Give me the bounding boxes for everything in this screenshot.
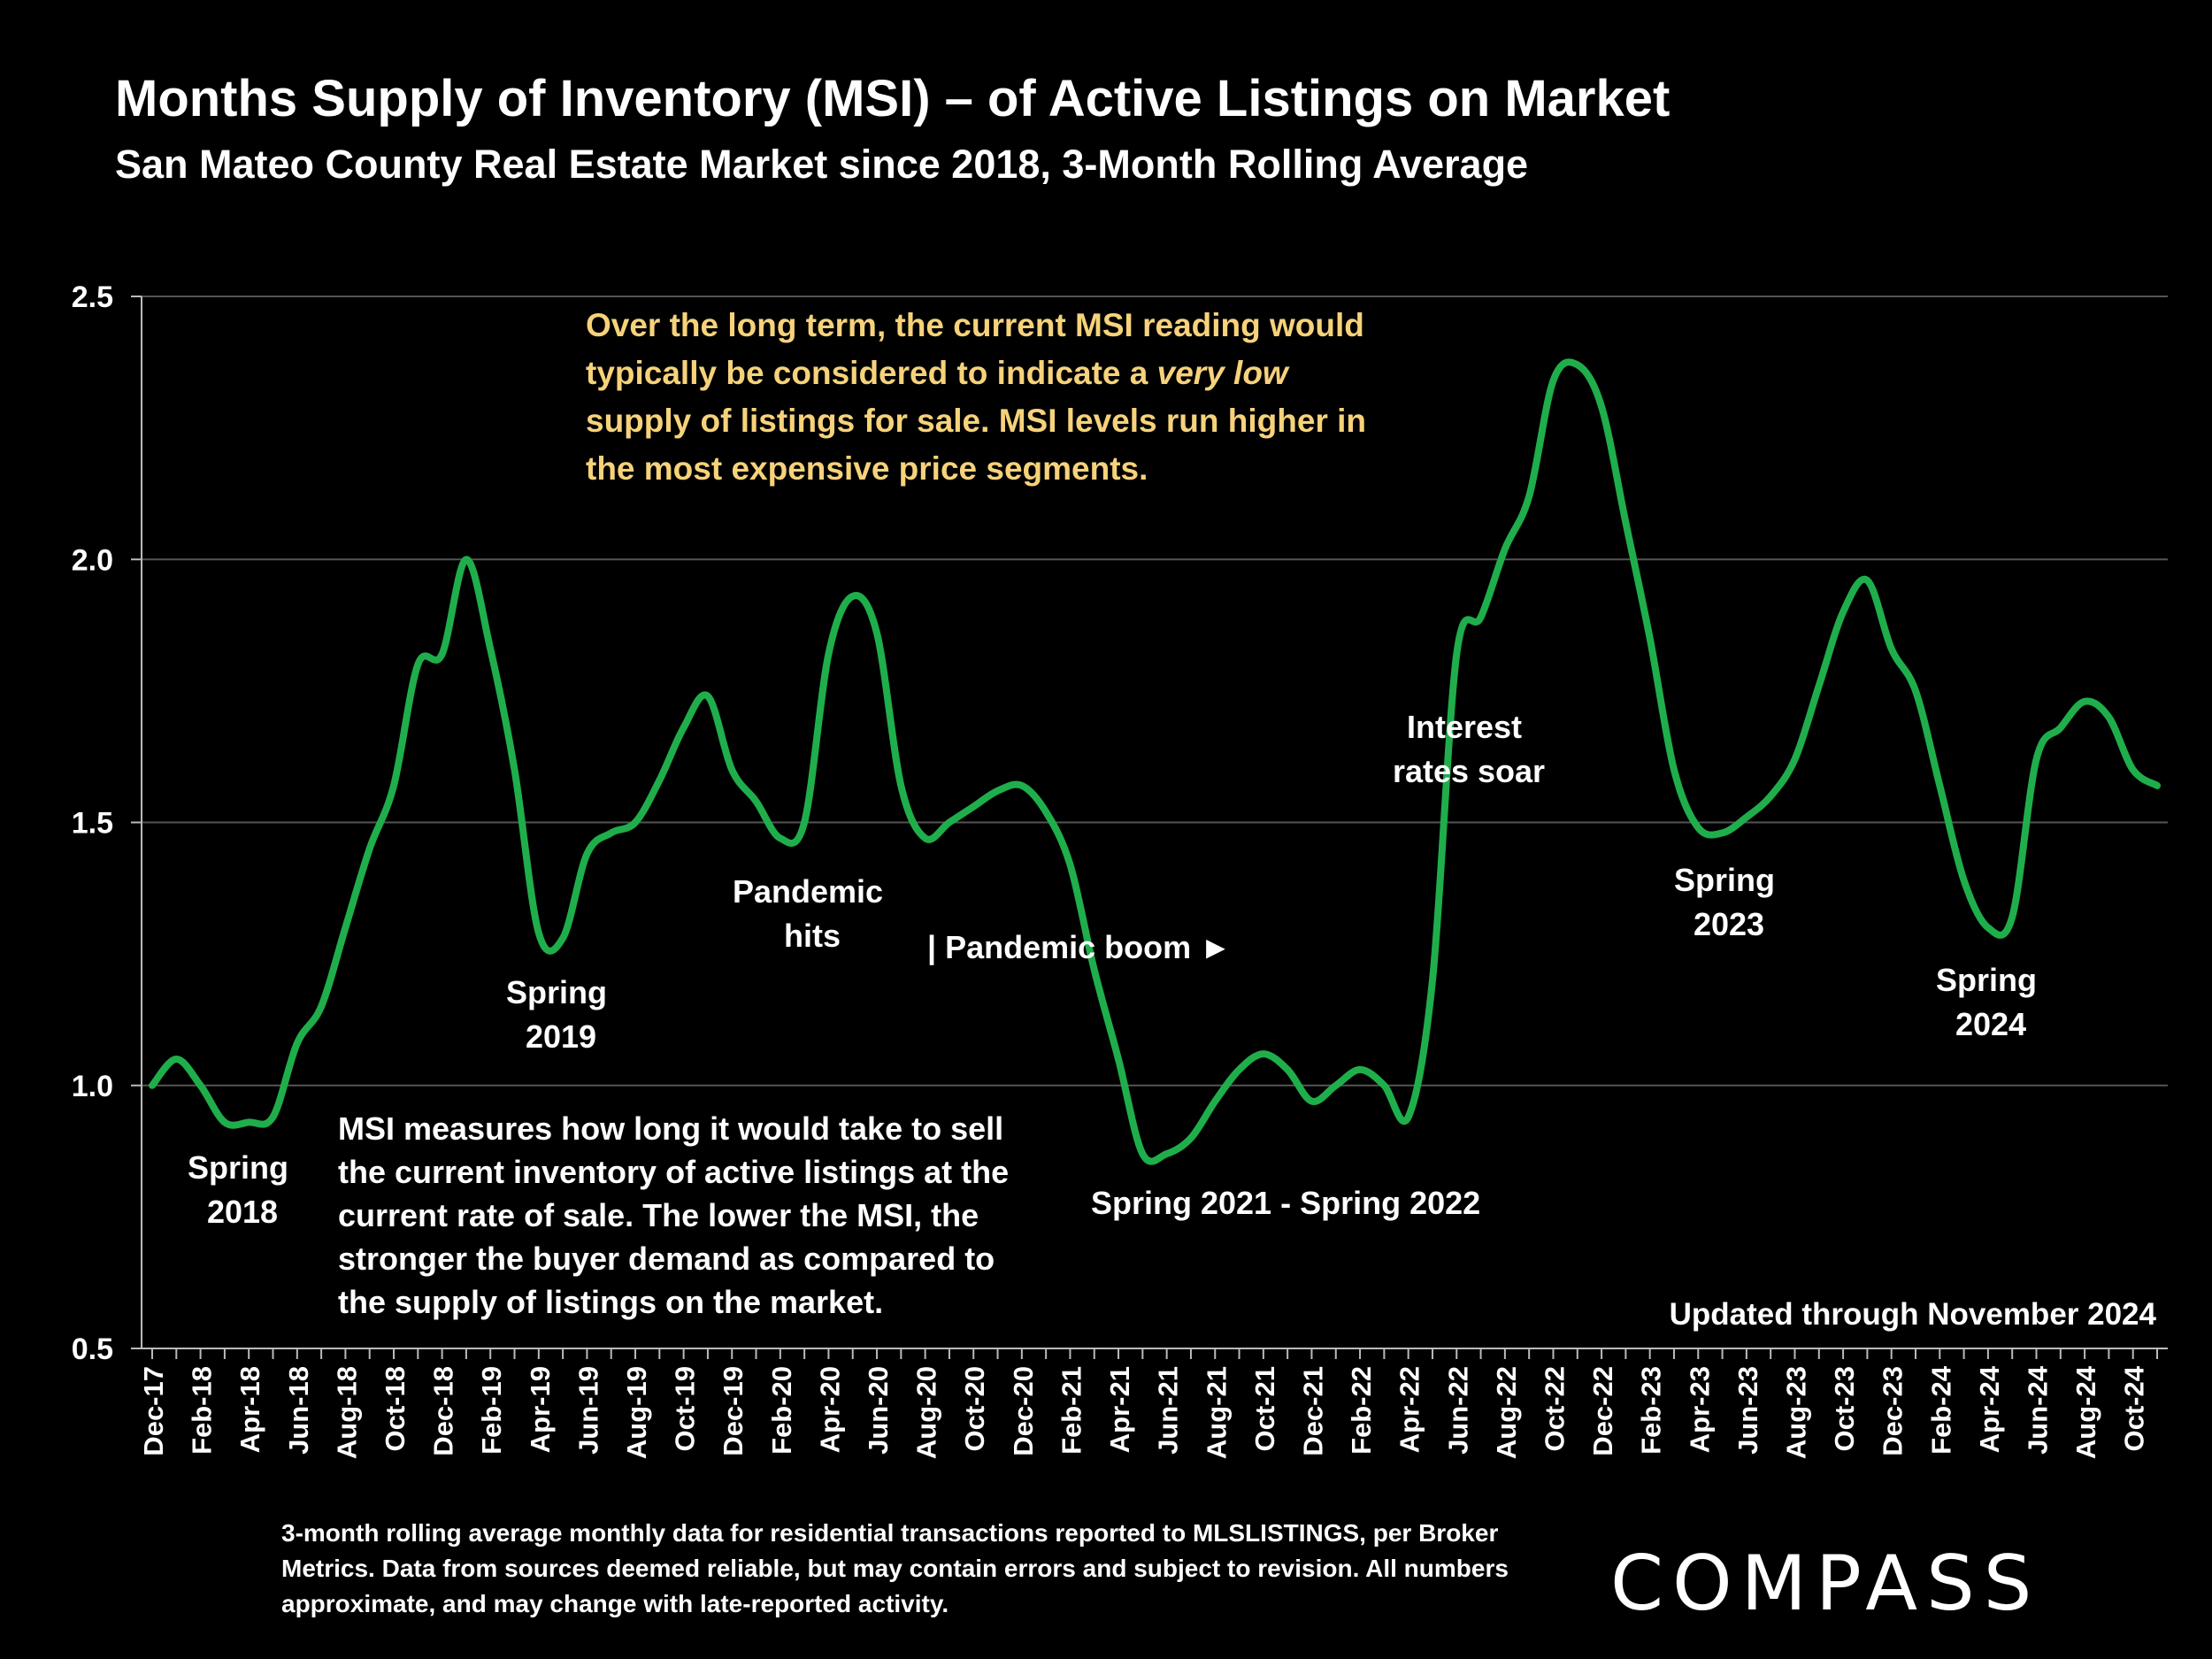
compass-logo: COMPASS <box>1610 1540 2041 1628</box>
series-layer <box>149 358 2161 1165</box>
x-tick-label: Jun-20 <box>863 1366 894 1455</box>
annotation-spring-2021-2022: Spring 2021 - Spring 2022 <box>1091 1185 1480 1221</box>
x-tick-label: Dec-17 <box>138 1366 169 1456</box>
x-tick-label: Aug-21 <box>1201 1366 1232 1459</box>
x-tick-label: Dec-23 <box>1878 1366 1909 1456</box>
y-tick-labels: 0.5 1.0 1.5 2.0 2.5 <box>72 280 113 1366</box>
annotation-spring-2023: Spring 2023 <box>1674 862 1784 942</box>
x-tick-label: Feb-24 <box>1925 1365 1956 1455</box>
source-footnote: 3-month rolling average monthly data for… <box>281 1519 1509 1617</box>
x-tick-label: Feb-20 <box>766 1366 797 1455</box>
x-tick-label: Feb-19 <box>476 1366 507 1455</box>
msi-series-line <box>149 358 2161 1165</box>
x-tick-label: Aug-18 <box>331 1366 362 1459</box>
annotation-spring-2018: Spring 2018 <box>188 1149 297 1230</box>
x-tick-label: Jun-19 <box>572 1366 603 1455</box>
gridlines <box>131 296 2168 1349</box>
x-tick-label: Jun-18 <box>283 1366 314 1455</box>
y-tick-label: 2.0 <box>72 543 113 577</box>
chart-title: Months Supply of Inventory (MSI) – of Ac… <box>115 70 1671 127</box>
x-tick-label: Jun-21 <box>1153 1366 1184 1455</box>
x-tick-labels: Dec-17 Feb-18 Apr-18 Jun-18 Aug-18 Oct-18 Dec-… <box>138 1348 2158 1459</box>
x-tick-label: Dec-20 <box>1008 1366 1039 1456</box>
x-tick-label: Aug-19 <box>621 1366 652 1459</box>
y-tick-label: 0.5 <box>72 1333 113 1366</box>
y-tick-label: 2.5 <box>72 280 113 314</box>
x-tick-label: Oct-20 <box>959 1366 990 1451</box>
x-tick-label: Feb-18 <box>187 1366 218 1455</box>
x-tick-label: Aug-22 <box>1491 1366 1522 1459</box>
annotation-updated: Updated through November 2024 <box>1670 1297 2157 1332</box>
y-tick-label: 1.5 <box>72 807 113 841</box>
annotation-interest-rates: Interest rates soar <box>1393 709 1545 789</box>
annotation-spring-2024: Spring 2024 <box>1936 962 2046 1042</box>
x-tick-label: Aug-24 <box>2070 1365 2101 1459</box>
x-tick-label: Aug-23 <box>1780 1366 1811 1459</box>
axes <box>141 296 2168 1349</box>
x-tick-label: Oct-23 <box>1829 1366 1860 1451</box>
x-tick-label: Apr-21 <box>1104 1366 1135 1453</box>
x-tick-label: Oct-21 <box>1249 1366 1280 1451</box>
x-tick-label: Oct-19 <box>670 1366 701 1451</box>
x-tick-label: Apr-20 <box>814 1366 845 1453</box>
x-tick-label: Dec-22 <box>1587 1366 1618 1456</box>
annotation-spring-2019: Spring 2019 <box>506 974 616 1055</box>
annotation-long-term: Over the long term, the current MSI read… <box>586 307 1375 487</box>
x-tick-label: Apr-24 <box>1974 1365 2005 1453</box>
x-tick-label: Aug-20 <box>911 1366 942 1459</box>
x-tick-label: Dec-19 <box>718 1366 749 1456</box>
x-tick-label: Jun-24 <box>2022 1365 2053 1455</box>
x-tick-label: Oct-22 <box>1539 1366 1570 1451</box>
x-tick-label: Jun-23 <box>1732 1366 1763 1455</box>
chart-subtitle: San Mateo County Real Estate Market sinc… <box>115 142 1529 187</box>
annotation-pandemic-boom: | Pandemic boom ► <box>927 929 1232 966</box>
y-tick-label: 1.0 <box>72 1070 113 1103</box>
x-tick-label: Dec-18 <box>428 1366 459 1456</box>
x-tick-label: Apr-19 <box>525 1366 556 1453</box>
x-tick-label: Apr-22 <box>1394 1366 1425 1453</box>
x-tick-label: Feb-22 <box>1346 1366 1377 1455</box>
x-tick-label: Feb-23 <box>1636 1366 1667 1455</box>
annotation-msi-definition: MSI measures how long it would take to s… <box>338 1110 1018 1320</box>
x-tick-label: Oct-24 <box>2119 1365 2150 1451</box>
x-tick-label: Feb-21 <box>1056 1366 1087 1455</box>
annotation-pandemic-hits: Pandemic hits <box>733 873 892 954</box>
x-tick-label: Apr-23 <box>1684 1366 1715 1453</box>
x-tick-label: Dec-21 <box>1297 1366 1328 1456</box>
x-tick-label: Apr-18 <box>234 1366 265 1453</box>
x-tick-label: Jun-22 <box>1442 1366 1473 1455</box>
x-tick-label: Oct-18 <box>380 1366 411 1451</box>
